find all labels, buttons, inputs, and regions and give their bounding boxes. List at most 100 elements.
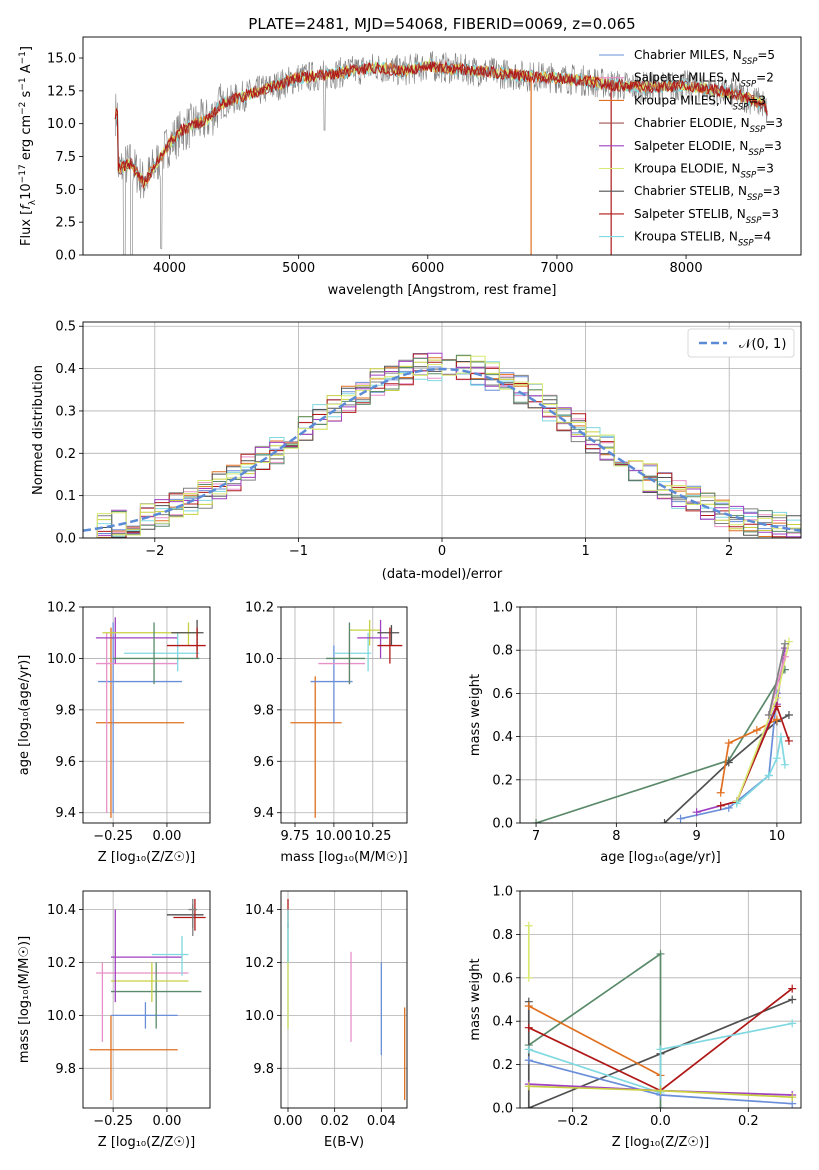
y-axis-label-part: erg cm [19,115,34,164]
x-tick-label: 0.00 [152,829,181,844]
weight-marker [788,1019,797,1028]
weight-marker [776,732,785,741]
weight-series [736,641,790,802]
y-axis-label-part: λ [28,199,38,205]
axes-frame [280,890,408,1109]
legend-label: Salpeter MILES, NSSP=2 [634,71,774,90]
weight-marker [724,803,733,812]
y-tick-label: 2.5 [55,216,76,231]
legend-sub: SSP [741,80,757,90]
weight-marker [788,995,797,1004]
weight-marker [788,1093,797,1102]
weight-marker [524,1002,533,1011]
y-axis-label-part: −17 [18,164,28,183]
legend-sub: SSP [746,216,762,226]
weight-series [696,647,786,814]
x-tick-label: 0.2 [738,1114,759,1129]
y-axis-label: age [log₁₀(age/yr)] [17,655,32,776]
x-tick-label: −0.2 [557,1114,589,1129]
y-tick-label: 9.6 [55,755,76,770]
y-tick-label: 9.8 [55,703,76,718]
y-tick-label: 12.5 [47,84,76,99]
legend-text: Salpeter MILES, N [634,71,741,85]
weight-series [528,1005,661,1077]
legend-label: Salpeter ELODIE, NSSP=3 [634,139,782,158]
x-axis-label: Z [log₁₀(Z/Z☉)] [98,1135,195,1150]
legend-text: Salpeter ELODIE, N [634,139,748,153]
legend-text: Kroupa STELIB, N [634,230,738,244]
histogram-series [83,355,801,538]
metallicity-mass-panel: −0.25 0.00 9.8 10.0 10.2 10.4 Z [log₁₀(Z/Z☉)] m… [17,890,211,1150]
legend-text: Chabrier MILES, N [634,48,742,62]
x-tick-label: 6000 [411,261,444,276]
errorbars [287,898,406,1101]
weight-marker [524,1082,533,1091]
x-tick-label: 7000 [540,261,573,276]
legend-sub: SSP [741,171,757,181]
y-tick-label: 0.0 [492,817,513,832]
legend-text: Chabrier ELODIE, N [634,116,750,130]
x-axis-label: Z [log₁₀(Z/Z☉)] [612,1135,709,1150]
x-tick-label: 0.00 [152,1114,181,1129]
x-tick-label: 1 [581,544,589,559]
legend-text: Kroupa ELODIE, N [634,162,741,176]
spectrum-lines [114,51,768,255]
legend-tail: =3 [763,184,781,198]
legend-text: Chabrier STELIB, N [634,184,747,198]
y-tick-label: 0.0 [55,249,76,264]
y-tick-label: 0.4 [492,1015,513,1030]
x-tick-label: 10 [769,829,786,844]
y-tick-label: 9.8 [253,1062,274,1077]
x-tick-label: 5000 [282,261,315,276]
y-tick-label: 0.0 [55,532,76,547]
x-tick-label: 0.0 [650,1114,671,1129]
x-tick-label: 0 [438,544,446,559]
legend-tail: =2 [756,71,774,85]
weight-marker [784,736,793,745]
y-tick-label: 0.8 [492,644,513,659]
weight-marker [716,801,725,810]
weight-marker [784,711,793,719]
y-tick-label: 0.2 [55,447,76,462]
y-tick-label: 10.2 [245,956,274,971]
weight-lines [532,637,793,823]
metallicity-age-panel: −0.25 0.00 9.4 9.6 9.8 10.0 10.2 Z [log₁₀(Z/Z☉)… [17,601,211,865]
x-tick-label: 7 [532,829,540,844]
y-axis-label-part: f [19,203,34,210]
spectrum-plot: 4000 5000 6000 7000 8000 0.0 2.5 5.0 7.5 10.0 12.5… [18,15,802,298]
y-tick-label: 9.8 [253,703,274,718]
legend-sub: SSP [742,57,758,67]
weight-marker [656,949,665,958]
axes-frame [82,890,211,1109]
y-tick-label: 10.2 [47,956,76,971]
y-tick-label: 10.0 [47,1009,76,1024]
axes-frame [82,606,211,824]
x-tick-label: 9 [692,829,700,844]
y-axis-label: Flux [fλ10−17 erg cm−2 s−1 A−1] [18,46,38,246]
axes-frame [519,890,802,1109]
x-axis-label: Z [log₁₀(Z/Z☉)] [98,850,195,865]
y-tick-label: 0.6 [492,971,513,986]
axes-frame [82,36,802,256]
y-tick-label: 0.5 [55,320,76,335]
y-tick-label: 9.6 [253,755,274,770]
axes-frame [280,606,408,824]
errorbars [95,617,206,818]
errorbars [290,619,403,818]
x-tick-label: 0.02 [320,1114,349,1129]
axes-frame [519,606,802,824]
model-spectrum [114,60,768,190]
legend-box [687,328,795,358]
weight-marker [532,819,541,823]
x-axis-label: mass [log₁₀(M/M☉)] [280,850,407,865]
legend-sub: SSP [738,239,754,249]
y-tick-label: 9.8 [55,1062,76,1077]
weight-series [528,1022,793,1094]
y-axis-label: mass weight [468,674,483,756]
x-axis-label: E(B-V) [324,1135,364,1150]
legend-label: Chabrier MILES, NSSP=5 [634,48,775,67]
legend-label: Chabrier STELIB, NSSP=3 [634,184,780,203]
legend-text: Salpeter STELIB, N [634,207,746,221]
residual-histogram: −2 −1 0 1 2 0.0 0.1 0.2 0.3 0.4 0.5 (data-model)/er… [31,320,802,582]
legend-sub: SSP [733,102,749,112]
